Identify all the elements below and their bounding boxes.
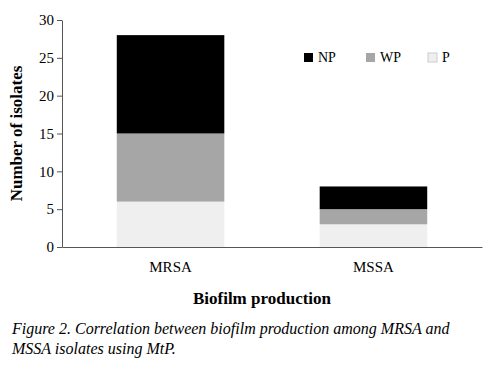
- legend-label: NP: [318, 50, 336, 65]
- y-tick: 30: [39, 12, 62, 28]
- y-axis-line: [62, 21, 63, 248]
- legend-label: P: [442, 50, 450, 65]
- x-tick: MRSA: [149, 259, 192, 275]
- bar: [117, 35, 225, 133]
- y-tick: 25: [39, 50, 62, 66]
- y-tick-label: 5: [47, 201, 55, 217]
- legend-label: WP: [380, 50, 401, 65]
- y-tick-mark: [57, 134, 62, 135]
- y-tick: 20: [39, 88, 62, 104]
- series-wp: [117, 134, 427, 225]
- y-tick-label: 15: [39, 126, 54, 142]
- y-tick-label: 30: [39, 12, 54, 28]
- y-tick: 0: [47, 239, 63, 255]
- y-tick: 15: [39, 126, 62, 142]
- bar: [320, 209, 428, 224]
- chart: 0 5 10 15 20 25 30 MRSA MSSA Biofilm production Nu…: [0, 0, 488, 376]
- y-tick-label: 0: [47, 239, 55, 255]
- caption: Figure 2. Correlation between biofilm pr…: [11, 320, 450, 358]
- y-tick-label: 25: [39, 50, 54, 66]
- x-tick-label: MSSA: [353, 259, 394, 275]
- bar: [320, 186, 428, 209]
- y-tick-mark: [57, 209, 62, 210]
- x-axis-title: Biofilm production: [193, 289, 332, 308]
- bar: [117, 134, 225, 202]
- y-tick-mark: [57, 171, 62, 172]
- bar: [117, 202, 225, 247]
- x-tick: MSSA: [353, 259, 394, 275]
- legend-item: NP: [304, 50, 336, 65]
- bar: [320, 224, 428, 247]
- legend-swatch: [304, 53, 313, 62]
- caption-line: MSSA isolates using MtP.: [11, 340, 176, 358]
- y-tick: 5: [47, 201, 63, 217]
- y-axis: 0 5 10 15 20 25 30: [39, 12, 63, 255]
- legend-swatch: [428, 53, 437, 62]
- y-tick-mark: [57, 58, 62, 59]
- y-tick-mark: [57, 20, 62, 21]
- bars: [117, 35, 427, 247]
- y-tick-label: 20: [39, 88, 54, 104]
- x-tick-label: MRSA: [149, 259, 192, 275]
- legend-item: WP: [366, 50, 401, 65]
- y-tick-mark: [57, 247, 62, 248]
- caption-line: Figure 2. Correlation between biofilm pr…: [11, 320, 450, 338]
- y-tick: 10: [39, 164, 62, 180]
- legend: NP WP P: [304, 50, 450, 65]
- y-tick-label: 10: [39, 164, 54, 180]
- legend-swatch: [366, 53, 375, 62]
- x-axis: MRSA MSSA: [63, 248, 483, 275]
- series-np: [117, 35, 427, 209]
- legend-item: P: [428, 50, 450, 65]
- y-tick-mark: [57, 96, 62, 97]
- y-axis-title: Number of isolates: [7, 65, 26, 201]
- x-axis-line: [63, 247, 483, 248]
